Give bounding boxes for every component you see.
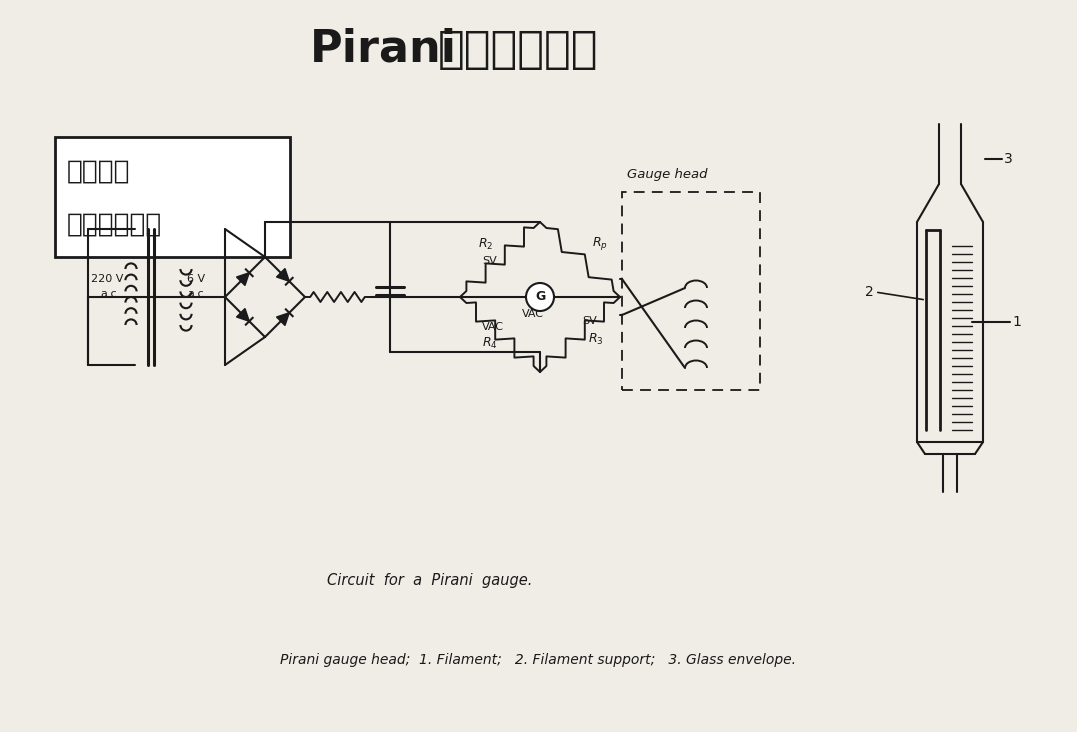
Text: SV: SV (482, 255, 496, 266)
Text: SV: SV (582, 316, 597, 326)
Text: Gauge head: Gauge head (627, 168, 708, 181)
Text: Pirani gauge head;  1. Filament;   2. Filament support;   3. Glass envelope.: Pirani gauge head; 1. Filament; 2. Filam… (280, 653, 796, 667)
Text: VAC: VAC (482, 321, 504, 332)
Text: 2: 2 (865, 285, 873, 299)
Bar (55, 137, 290, 257)
Text: $R_3$: $R_3$ (588, 332, 603, 346)
Text: 测电流得电阵: 测电流得电阵 (67, 212, 163, 238)
Polygon shape (277, 269, 290, 281)
Text: a.c.: a.c. (187, 289, 207, 299)
Polygon shape (237, 273, 249, 285)
Text: 1: 1 (1012, 315, 1021, 329)
Text: Circuit  for  a  Pirani  gauge.: Circuit for a Pirani gauge. (327, 572, 533, 588)
Text: $R_4$: $R_4$ (482, 335, 498, 351)
Polygon shape (277, 313, 290, 326)
Circle shape (526, 283, 554, 311)
Text: $R_p$: $R_p$ (592, 234, 607, 252)
Text: $R_2$: $R_2$ (478, 236, 493, 252)
Text: VAC: VAC (522, 309, 544, 319)
Text: 3: 3 (1004, 152, 1012, 166)
Bar (623, 192, 760, 390)
Text: G: G (535, 291, 545, 304)
Text: 220 V: 220 V (90, 274, 124, 284)
Text: Pirani: Pirani (310, 28, 457, 70)
Polygon shape (237, 308, 249, 321)
Text: 恒压模式: 恒压模式 (67, 159, 130, 185)
Text: 电阵规（续）: 电阵规（续） (438, 28, 599, 70)
Text: a.c.: a.c. (100, 289, 121, 299)
Text: 6 V: 6 V (187, 274, 205, 284)
